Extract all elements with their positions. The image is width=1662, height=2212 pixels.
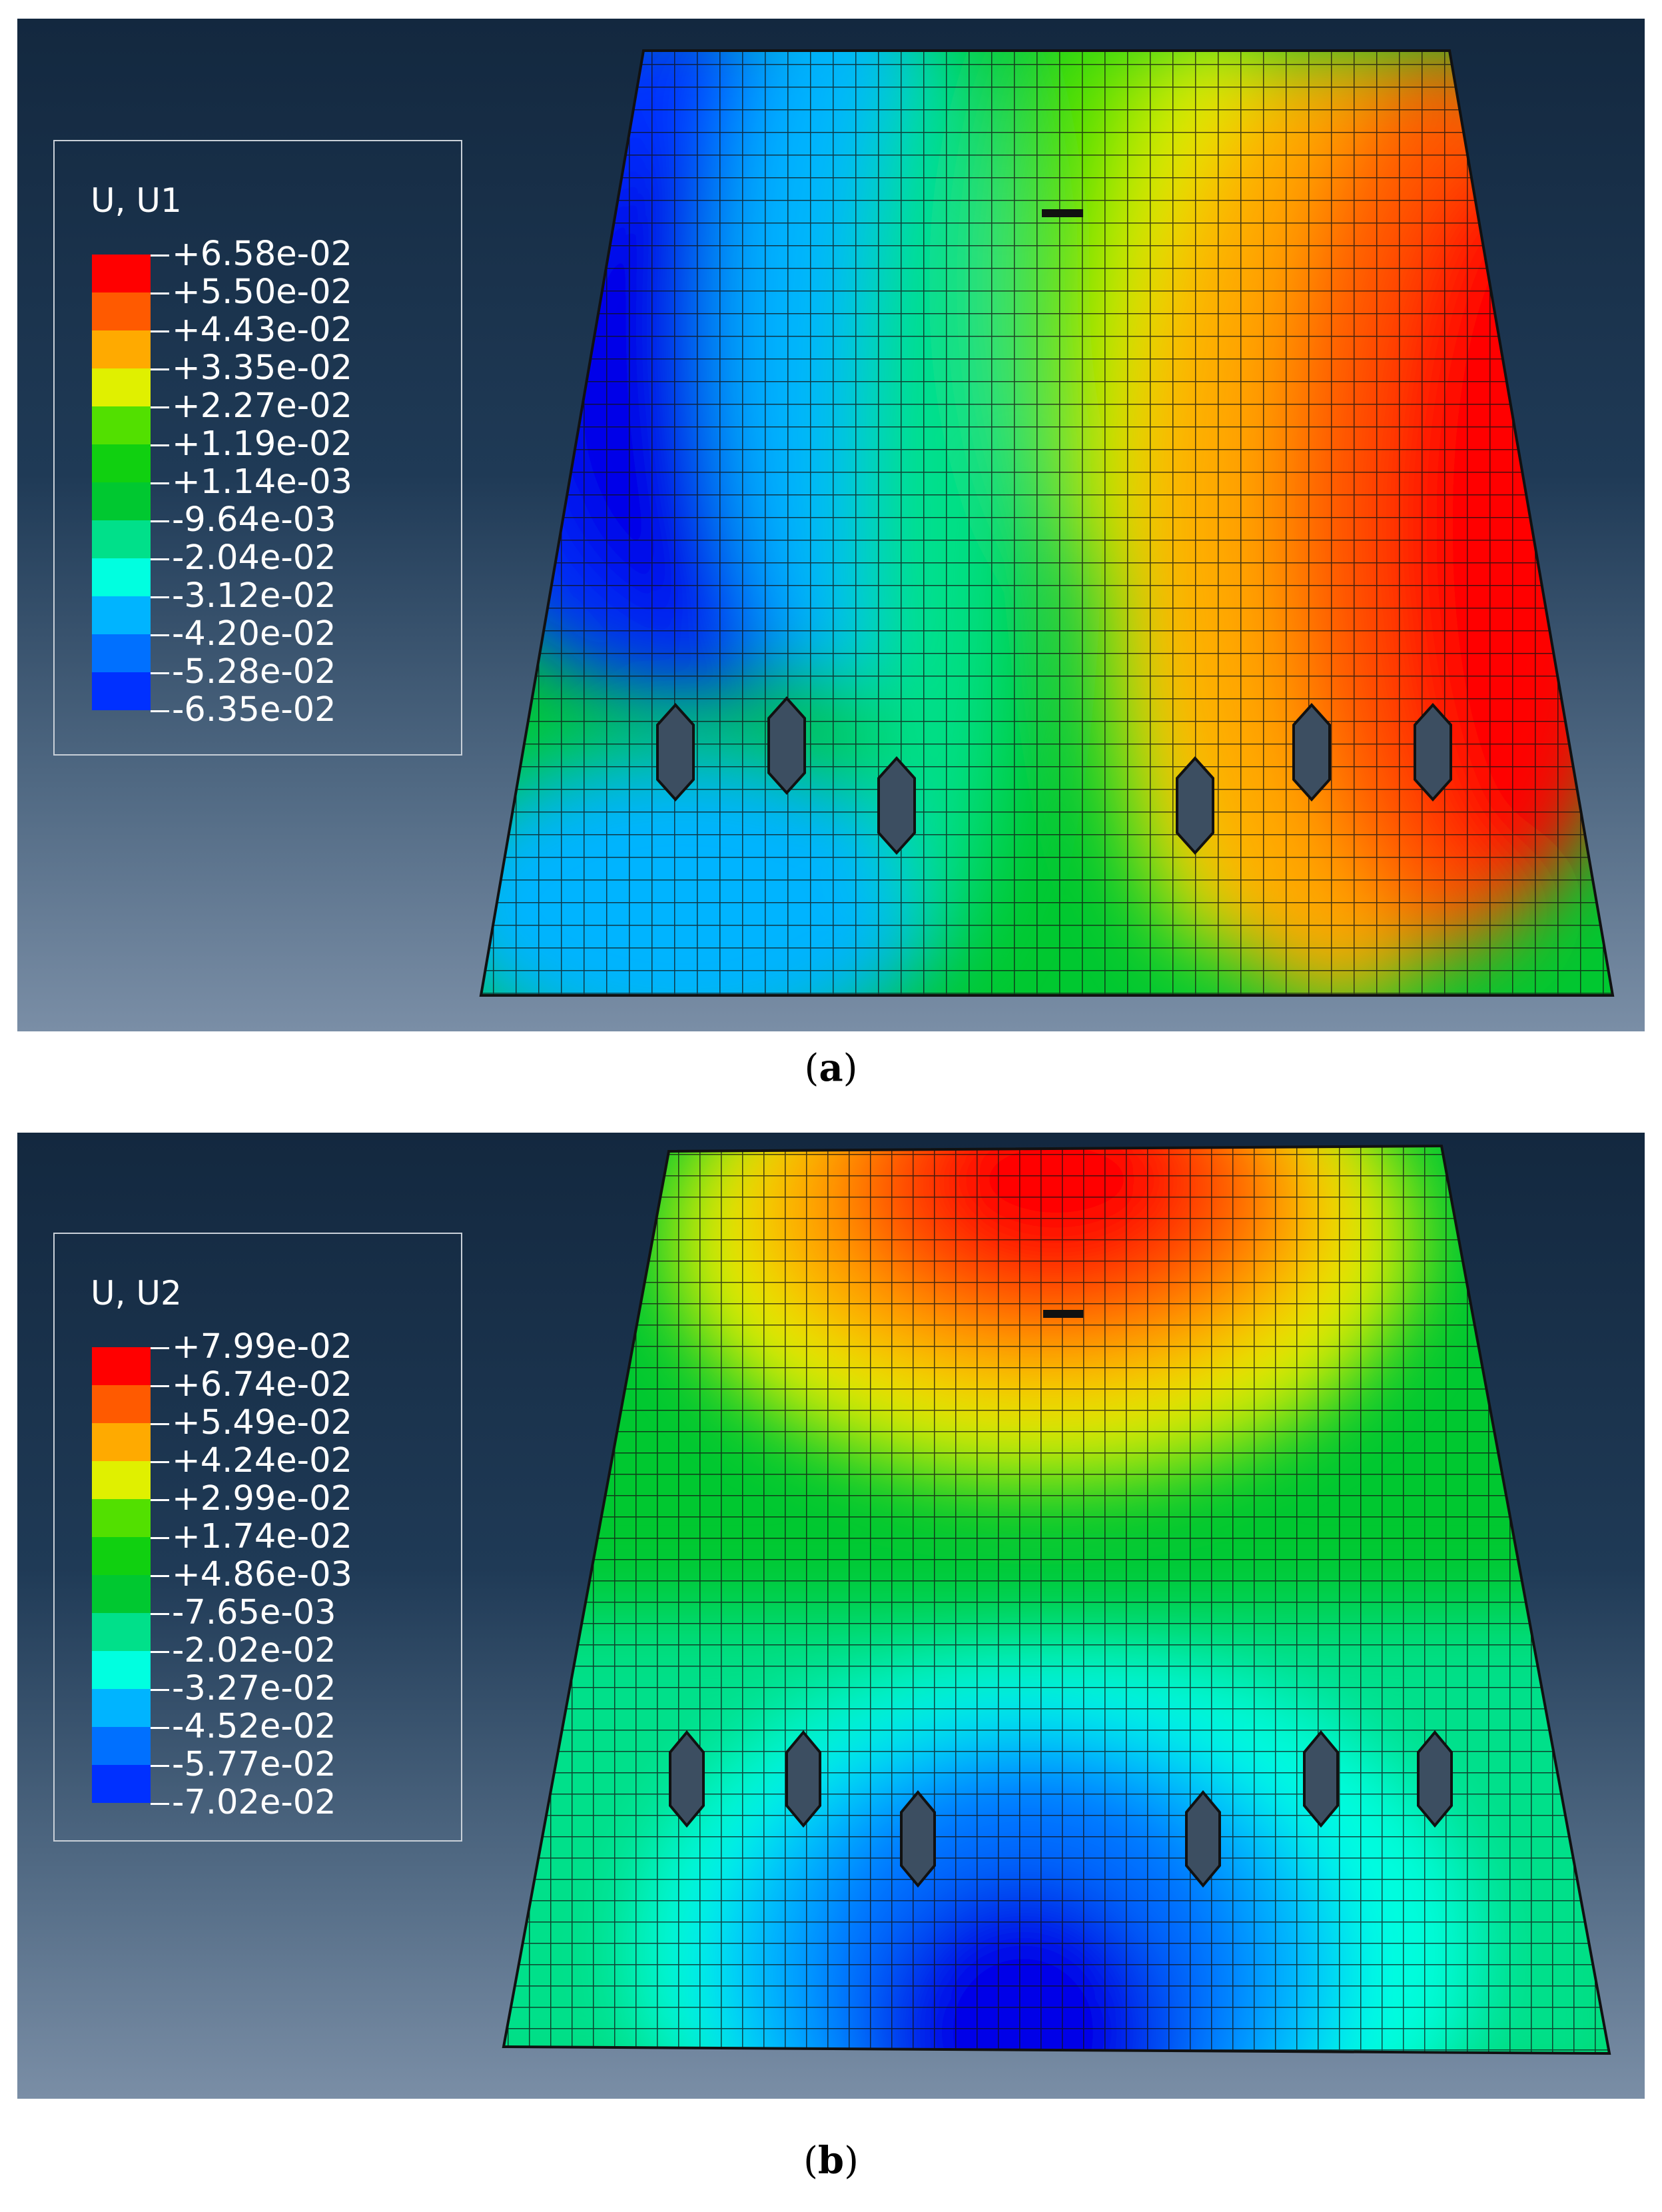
- legend-swatch: [92, 520, 151, 558]
- legend-value-label: -5.28e-02: [172, 652, 336, 692]
- legend-swatch: [92, 1423, 151, 1461]
- legend-tick: [151, 520, 169, 522]
- legend-value-label: +5.50e-02: [172, 273, 352, 312]
- legend-value-label: +2.27e-02: [172, 386, 352, 426]
- legend-swatch: [92, 634, 151, 672]
- legend-swatch: [92, 292, 151, 330]
- legend-tick: [151, 710, 169, 712]
- legend-value-label: -7.65e-03: [172, 1593, 336, 1632]
- legend-tick: [151, 1423, 169, 1425]
- legend-swatch: [92, 406, 151, 444]
- legend-value-label: +7.99e-02: [172, 1327, 352, 1367]
- holes-u1: [656, 696, 1452, 855]
- legend-tick: [151, 672, 169, 674]
- legend-value-label: -2.04e-02: [172, 538, 336, 578]
- legend-tick: [151, 1575, 169, 1577]
- legend-value-label: -9.64e-03: [172, 500, 336, 540]
- legend-value-label: +1.74e-02: [172, 1517, 352, 1556]
- legend-tick: [151, 1803, 169, 1805]
- legend-value-label: -4.52e-02: [172, 1707, 336, 1746]
- legend-tick: [151, 1537, 169, 1539]
- legend-tick: [151, 1765, 169, 1767]
- legend-tick: [151, 368, 169, 370]
- contour-panel-u2: U, U2 +7.99e-02 +6.74e-02 +5.49e-02 +4.24e-…: [17, 1133, 1645, 2099]
- legend-value-label: -4.20e-02: [172, 614, 336, 654]
- legend-value-label: +4.86e-03: [172, 1555, 352, 1594]
- legend-value-label: -6.35e-02: [172, 690, 336, 730]
- legend-swatch: [92, 672, 151, 710]
- caption-b: (b): [803, 2139, 859, 2183]
- legend-tick: [151, 1385, 169, 1387]
- legend-value-label: -3.27e-02: [172, 1669, 336, 1708]
- contour-field-u1: [481, 51, 1613, 995]
- mesh-plate-u1: [479, 49, 1615, 997]
- legend-swatch: [92, 255, 151, 292]
- legend-swatch: [92, 1765, 151, 1803]
- legend-swatch: [92, 1385, 151, 1423]
- legend-u1: U, U1 +6.58e-02 +5.50e-02 +4.43e-02 +3.35e-…: [53, 140, 462, 756]
- legend-tick: [151, 1499, 169, 1501]
- contour-panel-u1: U, U1 +6.58e-02 +5.50e-02 +4.43e-02 +3.35e-…: [17, 19, 1645, 1031]
- legend-swatch: [92, 596, 151, 634]
- legend-tick: [151, 634, 169, 636]
- legend-tick: [151, 1689, 169, 1691]
- legend-tick: [151, 406, 169, 408]
- legend-value-label: +2.99e-02: [172, 1479, 352, 1518]
- legend-value-label: -2.02e-02: [172, 1631, 336, 1670]
- legend-tick: [151, 596, 169, 598]
- legend-swatch: [92, 558, 151, 596]
- legend-tick: [151, 482, 169, 484]
- legend-swatch: [92, 368, 151, 406]
- caption-a: (a): [804, 1046, 858, 1090]
- legend-swatch: [92, 1575, 151, 1613]
- legend-swatch: [92, 1461, 151, 1499]
- legend-swatch: [92, 444, 151, 482]
- holes-u2: [669, 1730, 1453, 1888]
- legend-swatch: [92, 482, 151, 520]
- legend-value-label: +4.24e-02: [172, 1441, 352, 1480]
- legend-swatch: [92, 1613, 151, 1651]
- legend-swatch: [92, 1347, 151, 1385]
- legend-title: U, U2: [91, 1274, 182, 1313]
- legend-value-label: +1.14e-03: [172, 462, 352, 502]
- legend-value-label: +1.19e-02: [172, 424, 352, 464]
- legend-swatch: [92, 1689, 151, 1727]
- legend-value-label: +3.35e-02: [172, 348, 352, 388]
- legend-tick: [151, 1613, 169, 1615]
- mesh-plate-u2: [502, 1144, 1611, 2055]
- legend-tick: [151, 1727, 169, 1729]
- legend-value-label: +6.74e-02: [172, 1365, 352, 1404]
- legend-tick: [151, 255, 169, 257]
- legend-tick: [151, 1461, 169, 1463]
- legend-u2: U, U2 +7.99e-02 +6.74e-02 +5.49e-02 +4.24e-…: [53, 1233, 462, 1842]
- legend-tick: [151, 1651, 169, 1653]
- legend-swatch: [92, 1651, 151, 1689]
- legend-tick: [151, 330, 169, 332]
- legend-tick: [151, 558, 169, 560]
- legend-value-label: -3.12e-02: [172, 576, 336, 616]
- legend-tick: [151, 292, 169, 294]
- legend-swatch: [92, 1499, 151, 1537]
- legend-value-label: +6.58e-02: [172, 235, 352, 274]
- legend-tick: [151, 444, 169, 446]
- legend-tick: [151, 1347, 169, 1349]
- legend-value-label: +5.49e-02: [172, 1403, 352, 1442]
- legend-value-label: +4.43e-02: [172, 310, 352, 350]
- legend-title: U, U1: [91, 181, 182, 220]
- legend-value-label: -7.02e-02: [172, 1783, 336, 1822]
- legend-swatch: [92, 330, 151, 368]
- legend-swatch: [92, 1537, 151, 1575]
- legend-value-label: -5.77e-02: [172, 1745, 336, 1784]
- legend-swatch: [92, 1727, 151, 1765]
- contour-field-u2: [504, 1146, 1609, 2053]
